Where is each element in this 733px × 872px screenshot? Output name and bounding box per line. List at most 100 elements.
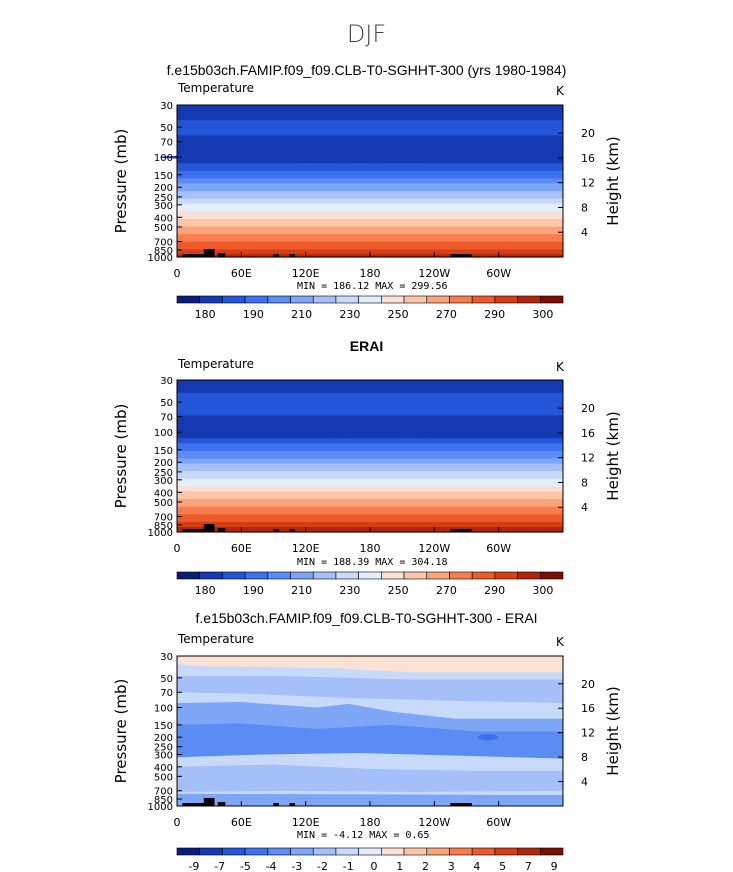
- colorbar-swatch: [403, 847, 428, 856]
- colorbar-swatch: [335, 295, 359, 304]
- topography: [203, 798, 215, 806]
- y-tick-label: 200: [154, 183, 173, 194]
- colorbar-swatch: [244, 847, 269, 856]
- y-tick-label: 30: [160, 652, 173, 663]
- field-band: [177, 473, 563, 477]
- field-band: [177, 764, 563, 792]
- field-band: [177, 504, 563, 508]
- field-band: [177, 453, 563, 457]
- field-band: [177, 127, 563, 131]
- topography: [450, 803, 472, 806]
- height-tick-label: 8: [581, 476, 588, 489]
- field-band: [177, 132, 563, 136]
- field-band: [177, 443, 563, 447]
- field-band: [177, 458, 563, 462]
- field-band: [177, 397, 563, 401]
- field-band: [177, 191, 563, 195]
- field-band: [177, 387, 563, 391]
- colorbar-swatch: [471, 847, 496, 856]
- colorbar-swatch: [358, 295, 382, 304]
- x-tick-label: 60E: [231, 267, 252, 280]
- field-band: [177, 405, 563, 409]
- field-band: [177, 216, 563, 220]
- colorbar-label: -2: [317, 860, 328, 872]
- field-band: [177, 160, 563, 164]
- field-band: [177, 461, 563, 465]
- colorbar-label: 210: [291, 584, 312, 597]
- field-band: [177, 211, 563, 215]
- field-band: [177, 239, 563, 243]
- colorbar-swatch: [494, 571, 518, 580]
- field-band: [177, 407, 563, 411]
- colorbar-swatch: [267, 847, 291, 856]
- panel-3-colorbar: [176, 847, 564, 856]
- field-band: [177, 723, 563, 759]
- field-band: [177, 445, 563, 449]
- colorbar-swatch: [176, 847, 201, 856]
- colorbar-swatch: [426, 295, 450, 304]
- field-band: [177, 226, 563, 230]
- y-tick-label: 300: [154, 476, 173, 487]
- field-band: [177, 435, 563, 439]
- colorbar-label: 300: [532, 308, 553, 321]
- field-band: [177, 501, 563, 505]
- field-band: [177, 181, 563, 185]
- x-tick-label: 60W: [486, 816, 511, 829]
- field-band: [177, 440, 563, 444]
- colorbar-swatch: [449, 571, 473, 580]
- colorbar-swatch: [176, 571, 201, 580]
- field-band: [177, 110, 563, 114]
- y-tick-label: 70: [160, 413, 173, 424]
- y-tick-label: 150: [154, 171, 173, 182]
- field-band: [177, 412, 563, 417]
- colorbar-swatch: [426, 571, 450, 580]
- field-band: [177, 229, 563, 233]
- field-band: [177, 418, 563, 422]
- topography: [182, 254, 210, 257]
- y-tick-label: 850: [154, 246, 173, 257]
- field-band: [177, 478, 563, 482]
- colorbar-label: 7: [525, 860, 532, 872]
- colorbar-swatch: [199, 295, 223, 304]
- field-band: [177, 506, 563, 510]
- y-tick-label: 700: [154, 513, 173, 524]
- colorbar-swatch: [426, 847, 450, 856]
- y-tick-label: 300: [154, 201, 173, 212]
- field-band: [177, 486, 563, 490]
- colorbar-label: 290: [484, 308, 505, 321]
- field-band: [177, 249, 563, 253]
- colorbar-swatch: [290, 295, 314, 304]
- topography: [273, 529, 279, 532]
- x-tick-label: 120E: [292, 542, 320, 555]
- colorbar-swatch: [539, 571, 564, 580]
- x-tick-label: 120E: [292, 816, 320, 829]
- panel-2-units: K: [556, 360, 564, 374]
- field-band: [177, 509, 563, 513]
- figure-title: DJF: [346, 20, 387, 48]
- y-tick-label: 30: [160, 376, 173, 387]
- y-tick-label: 500: [154, 223, 173, 234]
- field-band: [177, 468, 563, 472]
- height-tick-label: 16: [581, 702, 595, 715]
- field-band: [177, 125, 563, 129]
- colorbar-swatch: [176, 295, 201, 304]
- field-band: [177, 246, 563, 250]
- panel-1-colorbar: [176, 295, 564, 304]
- y-tick-label: 150: [154, 721, 173, 732]
- panel-3-stats: MIN = -4.12 MAX = 0.65: [297, 830, 430, 841]
- field-band: [177, 382, 563, 386]
- field-band: [177, 448, 563, 452]
- y-tick-label: 1000: [148, 802, 173, 813]
- colorbar-label: 0: [371, 860, 378, 872]
- field-band: [177, 483, 563, 487]
- field-band: [177, 112, 563, 116]
- field-band: [177, 150, 563, 154]
- colorbar-swatch: [312, 847, 337, 856]
- field-band: [177, 476, 563, 480]
- topography: [289, 529, 295, 532]
- field-band: [177, 415, 563, 419]
- x-tick-label: 60E: [231, 816, 252, 829]
- y-axis-label: Pressure (mb): [112, 404, 130, 509]
- colorbar-swatch: [199, 571, 223, 580]
